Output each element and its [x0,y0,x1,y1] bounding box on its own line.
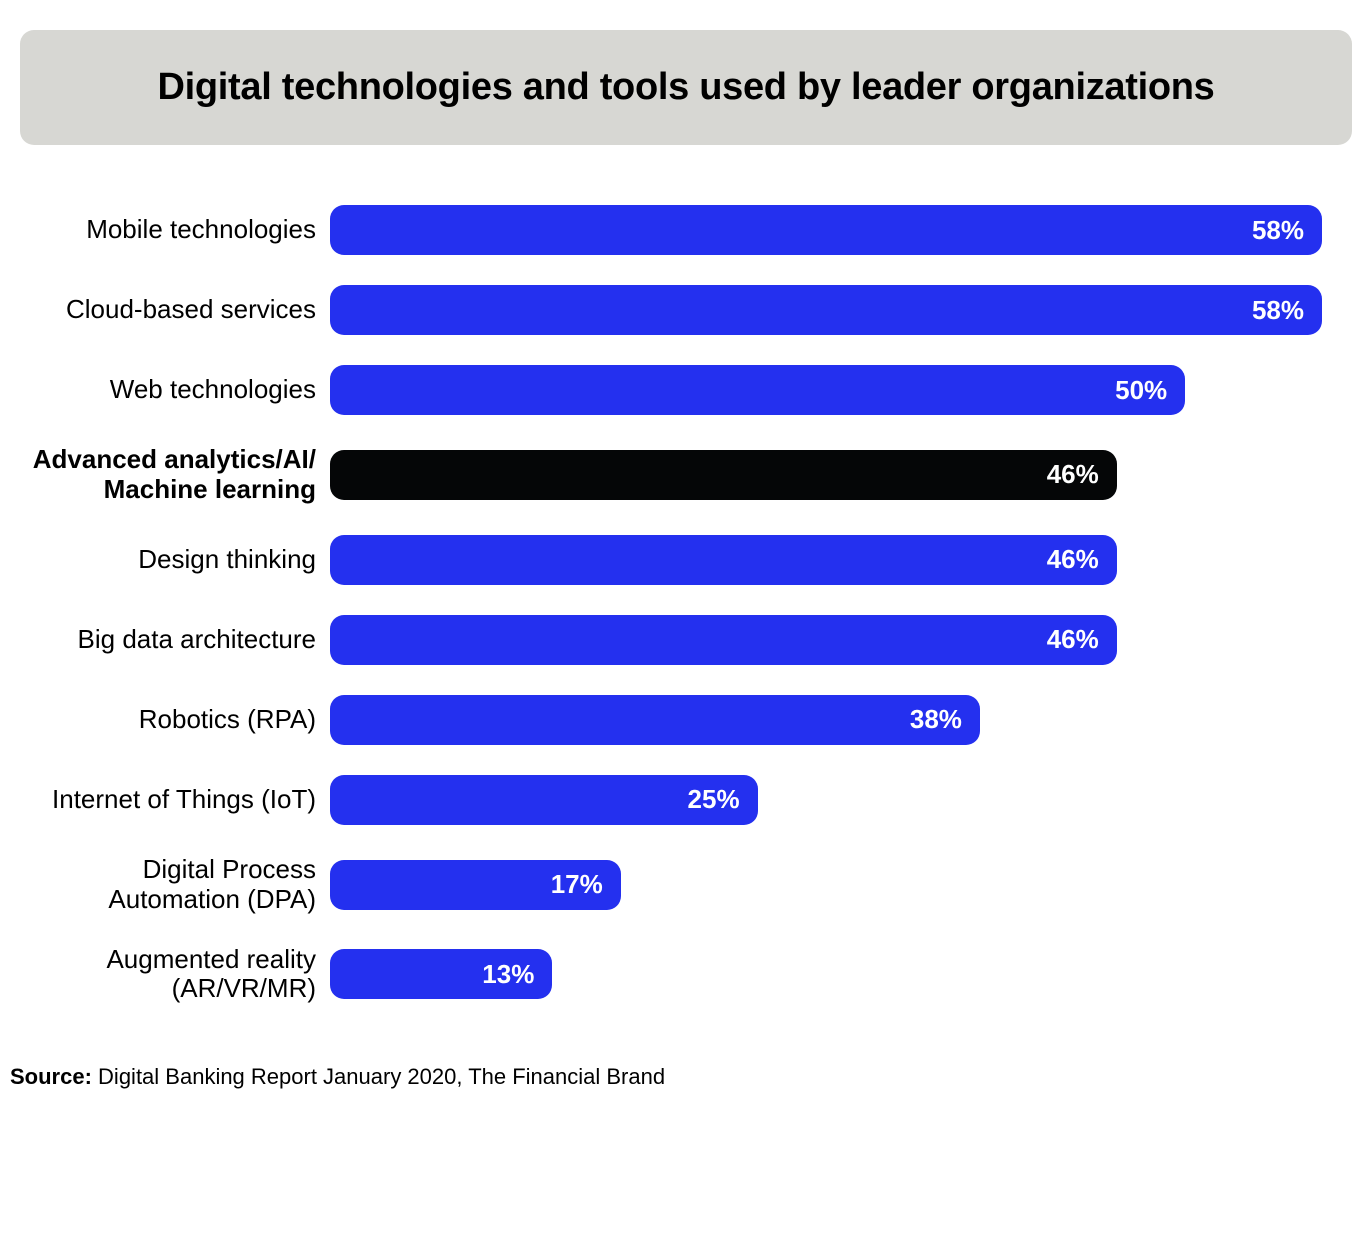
bar-label: Big data architecture [20,625,330,655]
bar: 46% [330,535,1117,585]
bar-label: Digital ProcessAutomation (DPA) [20,855,330,915]
bar-value: 25% [688,784,740,815]
bar: 13% [330,949,552,999]
bar-chart: Mobile technologies58%Cloud-based servic… [10,205,1362,1004]
bar: 46% [330,615,1117,665]
bar-label: Robotics (RPA) [20,705,330,735]
source-line: Source: Digital Banking Report January 2… [10,1064,1362,1090]
bar-label: Mobile technologies [20,215,330,245]
chart-row: Web technologies 50% [20,365,1322,415]
bar: 25% [330,775,758,825]
bar-label: Cloud-based services [20,295,330,325]
source-text: Digital Banking Report January 2020, The… [98,1064,665,1089]
bar-track: 58% [330,205,1322,255]
bar-label: Web technologies [20,375,330,405]
bar-value: 58% [1252,295,1304,326]
bar-track: 58% [330,285,1322,335]
chart-title-container: Digital technologies and tools used by l… [20,30,1352,145]
bar-value: 17% [551,869,603,900]
bar: 50% [330,365,1185,415]
bar-value: 46% [1047,544,1099,575]
bar: 46% [330,450,1117,500]
bar-label: Internet of Things (IoT) [20,785,330,815]
bar-value: 58% [1252,215,1304,246]
chart-row: Design thinking 46% [20,535,1322,585]
chart-row: Internet of Things (IoT) 25% [20,775,1322,825]
bar-label: Design thinking [20,545,330,575]
chart-row: Big data architecture 46% [20,615,1322,665]
bar-track: 25% [330,775,1322,825]
chart-title: Digital technologies and tools used by l… [64,66,1308,109]
chart-row: Cloud-based services 58% [20,285,1322,335]
chart-row: Robotics (RPA) 38% [20,695,1322,745]
bar-value: 38% [910,704,962,735]
bar: 38% [330,695,980,745]
bar-value: 50% [1115,375,1167,406]
chart-row: Digital ProcessAutomation (DPA) 17% [20,855,1322,915]
chart-row: Mobile technologies 58% [20,205,1322,255]
bar-track: 17% [330,860,1322,910]
bar-track: 46% [330,450,1322,500]
chart-row: Augmented reality(AR/VR/MR) 13% [20,945,1322,1005]
bar: 58% [330,205,1322,255]
bar-track: 38% [330,695,1322,745]
bar-value: 46% [1047,624,1099,655]
bar-value: 13% [482,959,534,990]
bar-value: 46% [1047,459,1099,490]
bar: 17% [330,860,621,910]
bar-label: Advanced analytics/AI/Machine learning [20,445,330,505]
bar-track: 46% [330,615,1322,665]
chart-row: Advanced analytics/AI/Machine learning 46… [20,445,1322,505]
bar-track: 50% [330,365,1322,415]
source-label: Source: [10,1064,92,1089]
bar-track: 13% [330,949,1322,999]
bar: 58% [330,285,1322,335]
bar-track: 46% [330,535,1322,585]
bar-label: Augmented reality(AR/VR/MR) [20,945,330,1005]
